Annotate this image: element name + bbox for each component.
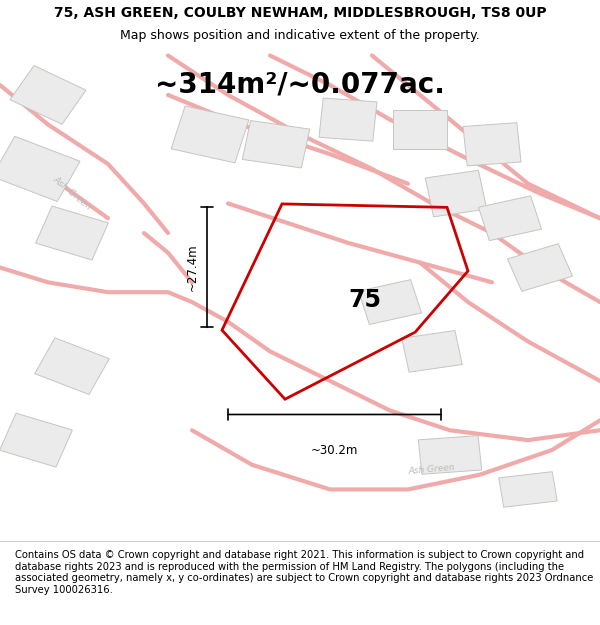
Polygon shape [418, 436, 482, 474]
Text: Ash Green: Ash Green [51, 175, 93, 212]
Polygon shape [402, 331, 462, 372]
Text: ~30.2m: ~30.2m [311, 444, 358, 457]
Polygon shape [10, 66, 86, 124]
Polygon shape [393, 110, 447, 149]
Text: Map shows position and indicative extent of the property.: Map shows position and indicative extent… [120, 29, 480, 42]
Text: 75, ASH GREEN, COULBY NEWHAM, MIDDLESBROUGH, TS8 0UP: 75, ASH GREEN, COULBY NEWHAM, MIDDLESBRO… [53, 6, 547, 20]
Polygon shape [319, 98, 377, 141]
Polygon shape [35, 338, 109, 394]
Polygon shape [0, 136, 80, 201]
Polygon shape [171, 106, 249, 163]
Text: 75: 75 [349, 289, 382, 312]
Polygon shape [499, 472, 557, 507]
Polygon shape [425, 170, 487, 217]
Polygon shape [35, 206, 109, 260]
Polygon shape [463, 122, 521, 166]
Polygon shape [0, 413, 73, 467]
Polygon shape [242, 121, 310, 168]
Text: ~27.4m: ~27.4m [185, 243, 199, 291]
Polygon shape [478, 196, 542, 241]
Text: Ash Green: Ash Green [408, 463, 456, 476]
Text: Contains OS data © Crown copyright and database right 2021. This information is : Contains OS data © Crown copyright and d… [15, 550, 593, 595]
Text: ~314m²/~0.077ac.: ~314m²/~0.077ac. [155, 70, 445, 98]
Polygon shape [358, 279, 422, 324]
Polygon shape [508, 244, 572, 291]
